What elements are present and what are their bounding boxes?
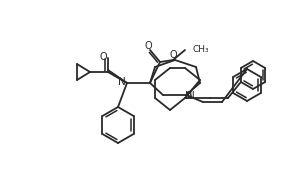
Text: O: O (99, 52, 107, 62)
Text: O: O (144, 41, 152, 51)
Text: N: N (187, 91, 195, 101)
Text: N: N (185, 91, 193, 101)
Text: N: N (118, 77, 126, 87)
Text: CH₃: CH₃ (193, 44, 210, 53)
Text: O: O (169, 50, 177, 60)
